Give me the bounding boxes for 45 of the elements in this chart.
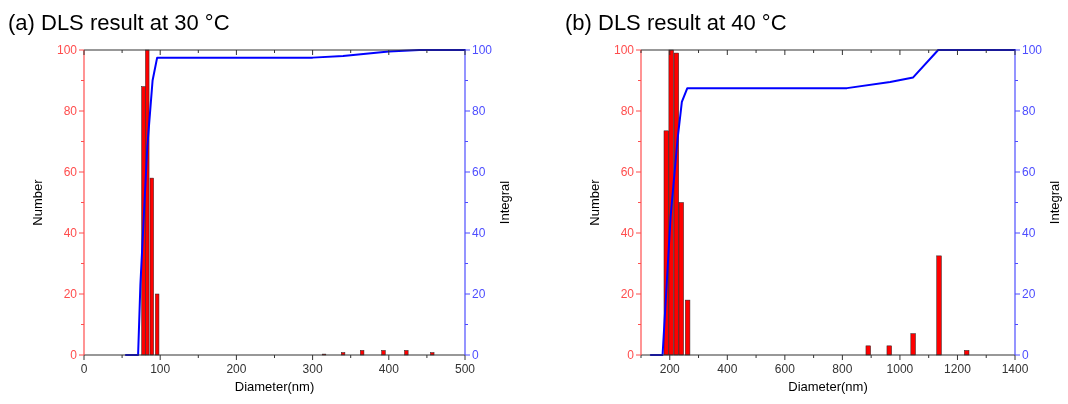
y-tick-label: 60 [63,165,78,179]
y-tick-label: 40 [63,226,78,240]
y-axis-title: Number [30,178,45,226]
y2-tick-label: 20 [472,287,486,301]
y-tick-label: 0 [627,348,635,362]
x-tick-label: 100 [150,362,171,376]
y-tick-label: 100 [613,43,635,57]
y-axis-title: Number [587,178,602,226]
y-tick-label: 60 [620,165,635,179]
y2-tick-label: 100 [472,43,493,57]
y-tick-label: 80 [620,104,635,118]
y2-tick-label: 40 [1022,226,1036,240]
x-tick-label: 400 [717,362,738,376]
x-tick-label: 600 [774,362,796,376]
x-tick-label: 1400 [1001,362,1029,376]
y2-tick-label: 60 [1022,165,1036,179]
x-tick-label: 800 [832,362,853,376]
x-tick-label: 1200 [944,362,972,376]
x-axis-title: Diameter(nm) [788,379,868,394]
y2-tick-label: 100 [1022,43,1043,57]
x-tick-label: 500 [454,362,476,376]
y2-tick-label: 80 [472,104,486,118]
x-tick-label: 200 [659,362,681,376]
y2-tick-label: 80 [1022,104,1036,118]
y2-tick-label: 0 [472,348,479,362]
y2-tick-label: 40 [472,226,486,240]
y-tick-label: 0 [70,348,78,362]
x-tick-label: 0 [80,362,88,376]
x-tick-label: 200 [226,362,247,376]
x-tick-label: 300 [302,362,323,376]
y-tick-label: 80 [63,104,78,118]
y2-axis-title: Integral [1047,180,1062,225]
x-axis-title: Diameter(nm) [234,379,315,394]
y2-tick-label: 20 [1022,287,1036,301]
y-tick-label: 100 [56,43,78,57]
chart-title: (a) DLS result at 30 °C [8,10,230,35]
y2-tick-label: 60 [472,165,486,179]
y2-tick-label: 0 [1022,348,1029,362]
y2-axis-title: Integral [497,180,512,225]
chart-title: (b) DLS result at 40 °C [565,10,787,35]
x-tick-label: 1000 [886,362,914,376]
y-tick-label: 40 [620,226,635,240]
y-tick-label: 20 [63,287,78,301]
x-tick-label: 400 [378,362,400,376]
y-tick-label: 20 [620,287,635,301]
